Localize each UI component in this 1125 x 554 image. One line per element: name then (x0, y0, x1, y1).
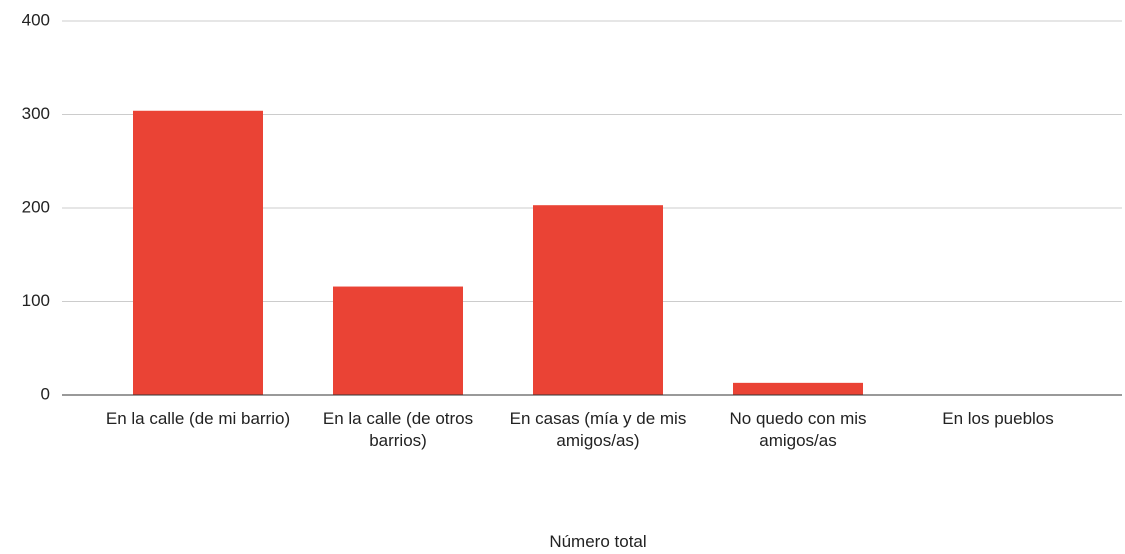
x-axis-title: Número total (549, 532, 647, 551)
bar (133, 110, 263, 395)
bar (533, 205, 663, 395)
y-tick-label: 0 (41, 384, 50, 403)
x-tick-label: En los pueblos (942, 409, 1054, 428)
x-tick-label: En la calle (de otros barrios) (322, 409, 474, 450)
bar (333, 286, 463, 395)
x-tick-label: No quedo con mis amigos/as (729, 409, 867, 450)
bar (733, 382, 863, 395)
y-tick-label: 300 (22, 104, 50, 123)
x-tick-label: En casas (mía y de mis amigos/as) (509, 409, 687, 450)
y-tick-label: 100 (22, 291, 50, 310)
y-tick-label: 400 (22, 10, 50, 29)
x-tick-label: En la calle (de mi barrio) (105, 409, 291, 428)
y-tick-label: 200 (22, 197, 50, 216)
